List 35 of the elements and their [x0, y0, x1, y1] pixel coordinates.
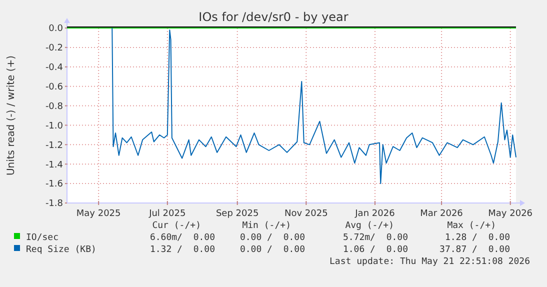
y-tick-label: -0.2	[45, 44, 63, 54]
text: Max (-/+)	[447, 221, 496, 231]
text: 37.87 / 0.00	[440, 245, 510, 255]
y-tick-label: -1.2	[45, 140, 63, 151]
text: 5.72m/ 0.00	[342, 233, 408, 243]
legend-label: IO/sec	[26, 233, 59, 243]
x-tick-label: May 2026	[488, 209, 533, 219]
x-tick-label: Mar 2026	[420, 209, 464, 219]
y-tick-label: -1.6	[45, 180, 64, 190]
text: 1.32 / 0.00	[150, 245, 215, 255]
text: Min (-/+)	[242, 221, 291, 231]
x-tick-label: Jul 2025	[148, 209, 186, 219]
text: 1.06 / 0.00	[342, 245, 408, 255]
y-axis-title: Units read (-) / write (+)	[6, 55, 17, 176]
text: Last update: Thu May 21 22:51:08 2026	[330, 257, 530, 267]
chart-title: IOs for /dev/sr0 - by year	[198, 10, 348, 24]
line-series	[112, 28, 516, 184]
text: Cur (-/+)	[152, 221, 201, 231]
text: 0.00 / 0.00	[240, 233, 305, 243]
text: 0.00 / 0.00	[240, 245, 305, 255]
text: 1.28 / 0.00	[444, 233, 510, 243]
y-tick-label: -0.8	[45, 102, 64, 112]
y-tick-label: -0.4	[45, 63, 64, 74]
y-tick-label: 0.0	[48, 24, 64, 34]
text: 6.60m/ 0.00	[150, 233, 215, 243]
legend-label: Req Size (KB)	[26, 245, 96, 255]
x-tick-label: Jan 2026	[354, 209, 396, 219]
x-tick-label: Nov 2025	[284, 209, 328, 219]
x-tick-label: May 2025	[76, 209, 121, 219]
y-tick-label: -1.8	[45, 199, 64, 210]
y-tick-label: -1.0	[45, 121, 64, 132]
text: Avg (-/+)	[345, 221, 394, 231]
x-tick-label: Sep 2025	[216, 209, 259, 219]
y-tick-label: -0.6	[45, 82, 64, 92]
y-tick-label: -1.4	[45, 160, 64, 170]
